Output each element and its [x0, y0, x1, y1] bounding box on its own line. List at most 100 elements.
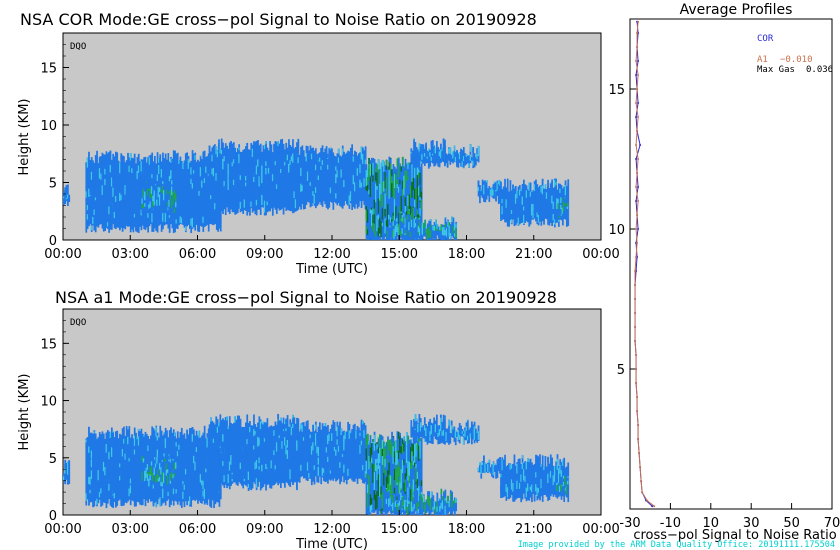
bot-cloud-speckle	[500, 473, 502, 478]
top-cloud-speckle	[89, 185, 91, 195]
top-cloud-speckle	[160, 213, 163, 223]
top-cloud-speckle	[162, 181, 164, 186]
bot-cloud-speckle	[377, 453, 380, 469]
top-cloud-speckle	[257, 159, 259, 167]
bot-cloud-speckle	[215, 416, 217, 426]
bot-cloud-strip	[146, 457, 149, 484]
bot-cloud-speckle	[429, 498, 432, 508]
bot-cloud-speckle	[423, 425, 426, 431]
top-cloud-speckle	[500, 200, 502, 209]
bot-x-tick-label: 06:00	[179, 522, 216, 537]
bot-cloud-speckle	[393, 498, 395, 507]
bot-cloud-speckle	[414, 419, 416, 429]
top-cloud-speckle	[251, 156, 254, 163]
bot-cloud-speckle	[549, 470, 552, 478]
top-cloud-speckle	[98, 158, 101, 165]
bot-cloud-speckle	[559, 464, 561, 474]
top-cloud-speckle	[444, 145, 446, 152]
top-cloud-speckle	[512, 192, 514, 199]
bot-cloud-speckle	[310, 445, 313, 455]
top-cloud-speckle	[381, 181, 384, 193]
bot-cloud-speckle	[92, 461, 94, 466]
bot-cloud-speckle	[220, 444, 223, 453]
top-cloud-speckle	[218, 143, 220, 153]
bot-cloud-speckle	[387, 482, 389, 493]
bot-cloud-strip	[199, 437, 202, 503]
top-cloud-speckle	[333, 181, 336, 186]
top-cloud-speckle	[524, 189, 526, 199]
bot-cloud-speckle	[202, 480, 204, 490]
top-cloud-speckle	[414, 158, 416, 167]
bot-cloud-speckle	[543, 480, 545, 488]
top-cloud-strip	[116, 152, 119, 228]
top-cloud-speckle	[206, 163, 208, 170]
top-cloud-speckle	[420, 200, 423, 210]
bot-cloud-strip	[132, 438, 135, 502]
bot-cloud-strip	[230, 423, 232, 486]
top-cloud-speckle	[484, 196, 486, 202]
top-cloud-speckle	[488, 190, 490, 198]
bot-cloud-strip	[348, 423, 351, 479]
bot-cloud-speckle	[352, 475, 354, 482]
bot-cloud-speckle	[420, 499, 422, 505]
top-cloud-speckle	[257, 148, 259, 156]
top-cloud-speckle	[188, 162, 191, 167]
bot-cloud-speckle	[369, 435, 372, 437]
top-cloud-speckle	[98, 168, 101, 177]
bot-cloud-speckle	[284, 465, 286, 472]
top-cloud-speckle	[269, 179, 271, 188]
top-cloud-speckle	[199, 155, 202, 157]
bot-cloud-speckle	[532, 470, 534, 477]
bot-cloud-speckle	[258, 465, 260, 470]
top-cloud-speckle	[528, 182, 530, 191]
top-cloud-speckle	[529, 191, 532, 197]
bot-cloud-speckle	[117, 484, 120, 494]
bot-cloud-strip	[270, 425, 273, 489]
top-cloud-speckle	[310, 197, 313, 204]
top-cloud-strip	[129, 153, 132, 233]
bot-cloud-speckle	[440, 488, 442, 495]
bot-cloud-speckle	[228, 457, 231, 462]
bot-cloud-speckle	[269, 477, 271, 486]
bot-cloud-speckle	[148, 446, 150, 451]
top-cloud-speckle	[395, 206, 397, 219]
top-cloud-speckle	[275, 150, 278, 159]
bot-cloud-speckle	[282, 469, 285, 475]
bot-cloud-speckle	[271, 426, 274, 432]
bot-cloud-speckle	[373, 434, 376, 448]
bot-cloud-speckle	[121, 449, 124, 457]
top-cloud-speckle	[149, 164, 152, 170]
top-cloud-speckle	[337, 148, 340, 154]
top-cloud-speckle	[343, 180, 345, 188]
bot-cloud-speckle	[294, 428, 297, 432]
top-cloud-speckle	[292, 191, 294, 202]
bot-cloud-speckle	[397, 480, 400, 494]
bot-cloud-speckle	[363, 429, 365, 439]
top-cloud-speckle	[290, 156, 293, 162]
bot-cloud-strip	[331, 424, 333, 480]
top-cloud-strip	[365, 164, 368, 239]
bot-cloud-speckle	[274, 421, 276, 426]
bot-cloud-speckle	[194, 482, 196, 492]
bot-cloud-speckle	[297, 434, 299, 444]
top-panel-title: NSA COR Mode:GE cross−pol Signal to Nois…	[20, 10, 537, 29]
top-cloud-speckle	[344, 153, 346, 157]
bot-cloud-speckle	[93, 430, 95, 437]
top-cloud-speckle	[398, 223, 401, 229]
top-cloud-speckle	[174, 171, 176, 181]
top-cloud-speckle	[175, 219, 177, 224]
top-cloud-strip	[366, 169, 369, 240]
bot-cloud-speckle	[414, 501, 417, 510]
top-cloud-strip	[220, 138, 223, 212]
top-cloud-speckle	[337, 186, 340, 191]
bot-cloud-speckle	[273, 450, 275, 456]
bot-cloud-strip	[109, 432, 112, 506]
bot-cloud-speckle	[144, 497, 146, 502]
top-cloud-speckle	[349, 191, 352, 201]
bot-cloud-speckle	[473, 431, 476, 440]
bot-cloud-speckle	[238, 463, 240, 474]
top-cloud-speckle	[94, 188, 97, 198]
bot-cloud-speckle	[142, 458, 145, 463]
top-cloud-speckle	[131, 168, 133, 173]
bot-cloud-speckle	[466, 435, 469, 441]
